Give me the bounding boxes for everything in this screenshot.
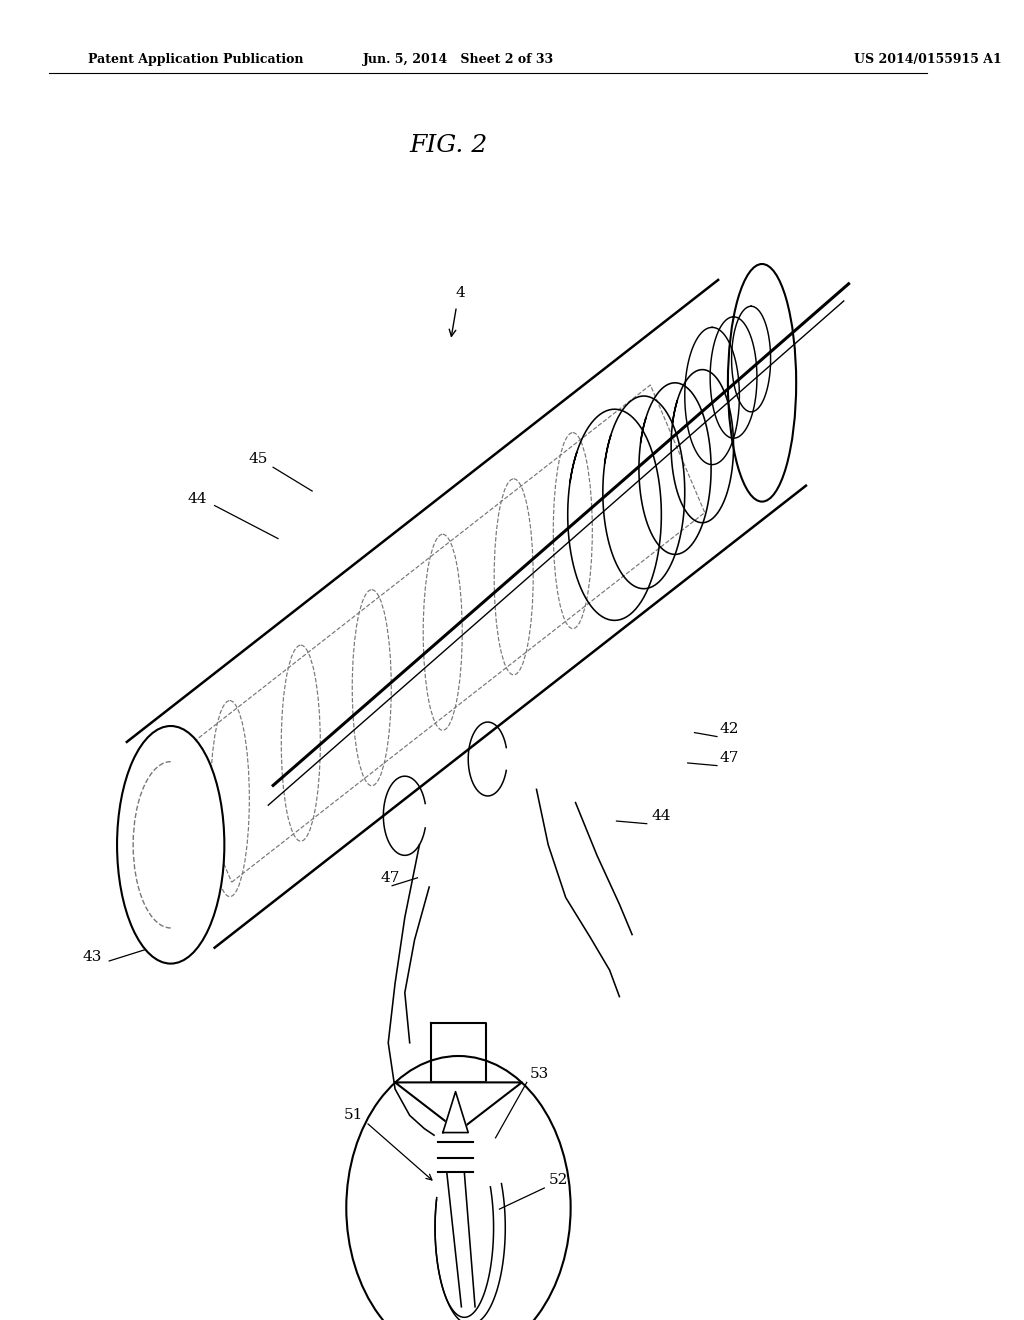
Text: 47: 47 — [381, 871, 399, 884]
Polygon shape — [395, 1082, 522, 1131]
Polygon shape — [442, 1092, 468, 1133]
Ellipse shape — [117, 726, 224, 964]
Polygon shape — [431, 1023, 485, 1082]
Text: Jun. 5, 2014   Sheet 2 of 33: Jun. 5, 2014 Sheet 2 of 33 — [362, 53, 554, 66]
Text: 51: 51 — [343, 1109, 362, 1122]
Text: 52: 52 — [549, 1173, 568, 1187]
Text: 45: 45 — [249, 453, 268, 466]
Text: US 2014/0155915 A1: US 2014/0155915 A1 — [854, 53, 1001, 66]
Text: 4: 4 — [456, 286, 465, 300]
Text: 44: 44 — [651, 809, 671, 822]
Text: 47: 47 — [720, 751, 739, 764]
Text: 43: 43 — [83, 950, 102, 964]
Ellipse shape — [728, 264, 797, 502]
Text: 44: 44 — [187, 492, 207, 506]
Text: 42: 42 — [720, 722, 739, 735]
Text: FIG. 2: FIG. 2 — [410, 133, 487, 157]
Text: Patent Application Publication: Patent Application Publication — [88, 53, 303, 66]
Text: 53: 53 — [529, 1068, 549, 1081]
